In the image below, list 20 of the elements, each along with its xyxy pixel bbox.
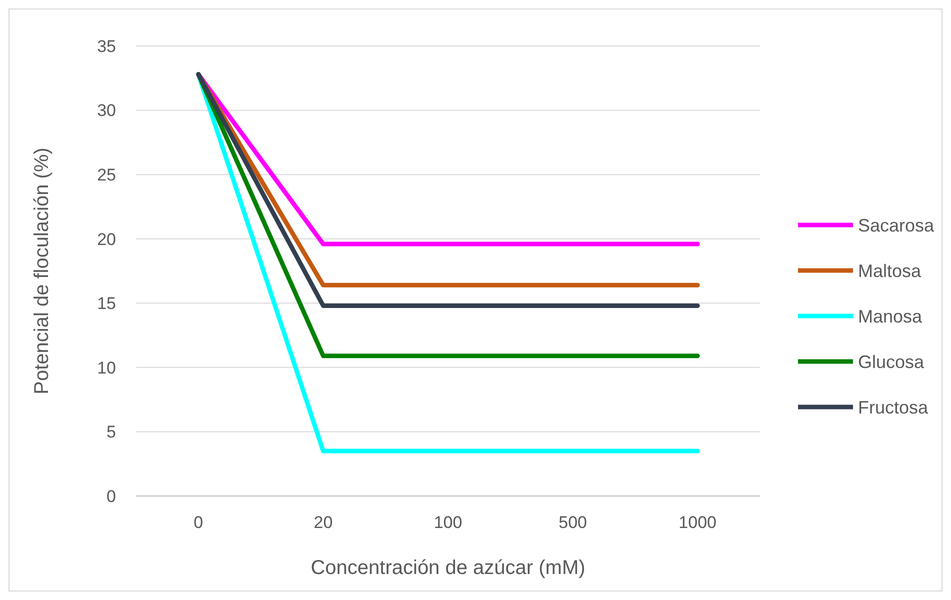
x-axis-title: Concentración de azúcar (mM) (310, 557, 586, 579)
x-tick-label: 500 (558, 513, 587, 532)
y-tick-label: 15 (97, 294, 116, 314)
y-tick-label: 0 (106, 486, 116, 506)
y-tick-label: 10 (97, 358, 116, 378)
x-tick-label: 1000 (678, 513, 717, 532)
y-tick-label: 20 (97, 230, 116, 249)
x-tick-label: 0 (194, 513, 204, 532)
y-axis-title: Potencial de floculación (%) (31, 148, 53, 394)
y-tick-label: 5 (106, 422, 116, 442)
legend-label: Sacarosa (858, 215, 936, 236)
legend-label: Manosa (858, 306, 924, 326)
legend-label: Fructosa (858, 397, 930, 418)
y-tick-label: 30 (97, 101, 116, 120)
x-tick-label: 20 (314, 513, 333, 532)
y-tick-label: 35 (97, 36, 116, 56)
legend-label: Maltosa (858, 260, 922, 281)
x-tick-label: 100 (434, 513, 462, 532)
legend-label: Glucosa (858, 352, 926, 372)
y-tick-label: 25 (97, 166, 116, 185)
